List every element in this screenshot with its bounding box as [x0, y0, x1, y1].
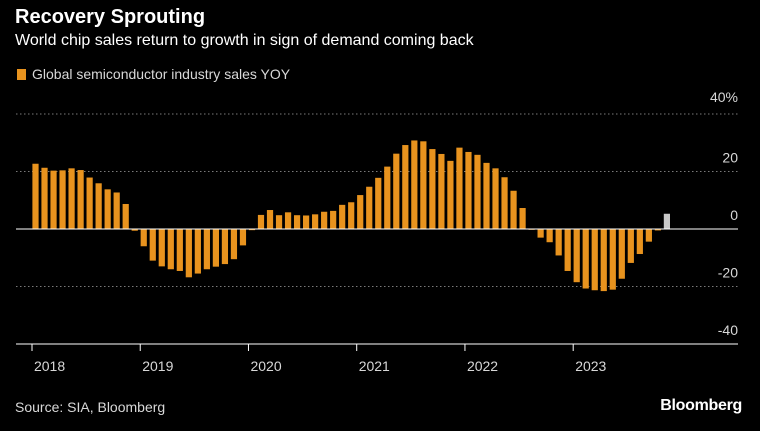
source-note: Source: SIA, Bloomberg — [15, 399, 166, 415]
bar — [555, 229, 562, 256]
bar — [185, 229, 192, 278]
x-tick-label: 2020 — [250, 358, 281, 374]
bar — [140, 229, 147, 247]
bar — [546, 229, 553, 243]
bar — [41, 167, 48, 229]
bar — [465, 151, 472, 229]
bar — [104, 189, 111, 229]
bar — [357, 195, 364, 229]
bar — [312, 214, 319, 229]
y-tick-label: 20 — [722, 150, 738, 166]
x-tick-label: 2019 — [142, 358, 173, 374]
y-tick-label: 40% — [710, 89, 738, 105]
bar — [582, 229, 589, 289]
bar — [591, 229, 598, 291]
bar — [293, 215, 301, 229]
bar — [600, 229, 607, 292]
bar — [519, 208, 526, 229]
bar — [203, 229, 210, 270]
bar — [402, 145, 409, 229]
bar — [275, 215, 283, 229]
bar — [95, 183, 102, 229]
bar — [239, 229, 247, 246]
chart-subtitle: World chip sales return to growth in sig… — [15, 32, 474, 49]
bar — [230, 229, 238, 260]
legend: Global semiconductor industry sales YOY — [17, 66, 290, 82]
bar — [68, 168, 75, 229]
bar — [284, 212, 292, 229]
bar — [221, 229, 229, 265]
bar — [447, 160, 454, 229]
bar — [131, 229, 138, 231]
bar — [303, 215, 310, 229]
bar — [654, 229, 661, 231]
bar — [645, 229, 652, 242]
bar — [501, 177, 508, 229]
axes: 40% 20 0 -20 -40 2018 2019 2020 2021 2022 2023 — [16, 89, 738, 374]
x-tick-label: 2023 — [575, 358, 606, 374]
y-tick-label: -40 — [718, 322, 738, 338]
bar — [366, 186, 373, 229]
bar — [330, 210, 337, 229]
bar — [50, 170, 57, 229]
bar — [456, 147, 463, 229]
bar — [167, 229, 174, 270]
bar — [321, 211, 328, 229]
bar — [420, 141, 427, 229]
bar — [59, 170, 66, 229]
bar — [149, 229, 156, 261]
bar — [429, 149, 436, 229]
bar — [158, 229, 165, 267]
bar — [176, 229, 183, 271]
bar — [248, 229, 256, 231]
gridlines — [16, 113, 738, 287]
bar — [257, 214, 265, 229]
bar — [492, 168, 499, 229]
bar — [393, 153, 400, 229]
bar — [384, 166, 391, 229]
bar — [474, 154, 481, 229]
bar — [618, 229, 625, 279]
bar — [483, 162, 490, 229]
bar — [194, 229, 201, 274]
chart-title: Recovery Sprouting — [15, 6, 206, 28]
bar — [510, 190, 517, 229]
legend-swatch — [17, 68, 26, 80]
x-tick-label: 2022 — [467, 358, 498, 374]
bar — [122, 203, 129, 229]
bar-latest — [663, 213, 670, 229]
bar — [609, 229, 616, 290]
bar — [627, 229, 634, 263]
bar — [212, 229, 219, 267]
bar — [32, 163, 39, 229]
legend-label: Global semiconductor industry sales YOY — [32, 66, 291, 82]
bar — [564, 229, 571, 271]
bar — [375, 177, 382, 229]
bar — [266, 210, 274, 229]
bar — [537, 229, 544, 238]
y-tick-label: 0 — [730, 207, 738, 223]
bloomberg-logo: Bloomberg — [660, 397, 742, 414]
bar — [438, 153, 445, 229]
bar — [348, 202, 355, 229]
bar — [77, 170, 84, 229]
bar — [573, 229, 580, 283]
bars — [32, 140, 670, 292]
bar — [86, 177, 93, 229]
x-tick-label: 2018 — [34, 358, 65, 374]
x-tick-label: 2021 — [359, 358, 390, 374]
bar — [113, 192, 120, 229]
y-tick-label: -20 — [718, 265, 738, 281]
bar — [339, 204, 346, 229]
bar — [411, 140, 418, 229]
bar — [636, 229, 643, 255]
